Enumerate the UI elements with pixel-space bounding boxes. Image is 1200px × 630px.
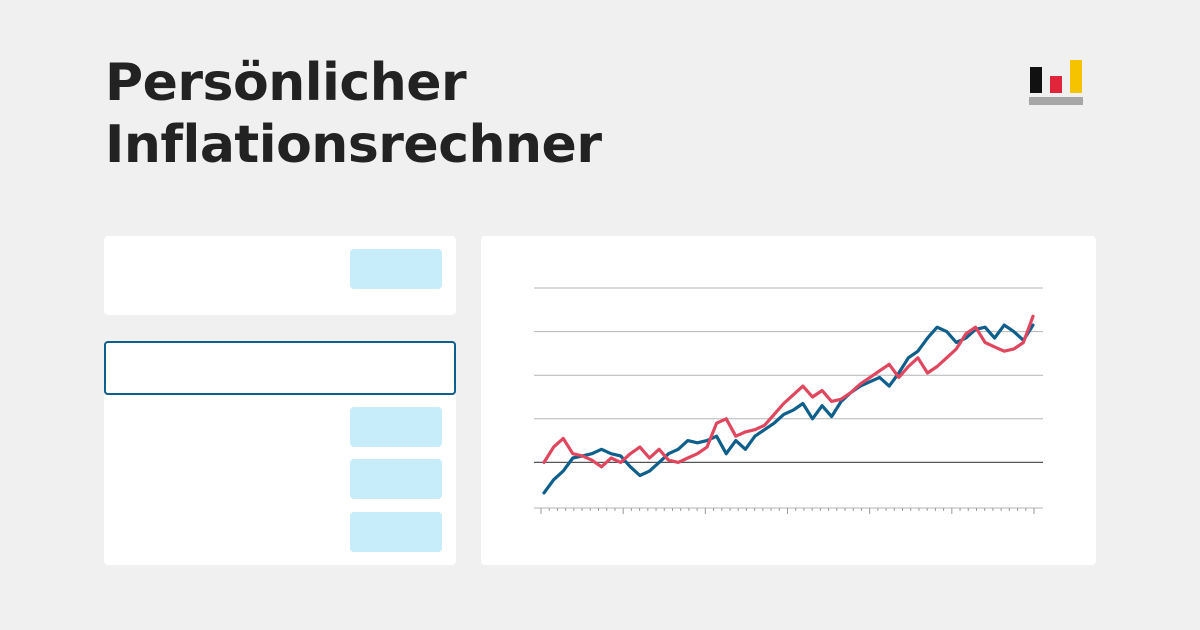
- logo-bar-black: [1030, 67, 1042, 93]
- logo-bar-red: [1050, 76, 1062, 93]
- option-button-3[interactable]: [350, 459, 442, 499]
- chart-card: [481, 236, 1096, 565]
- bar-chart-logo-icon: [1029, 59, 1083, 105]
- inflation-line-chart: [534, 287, 1043, 514]
- input-card-top: [104, 236, 456, 315]
- series-line-blue: [542, 323, 1035, 495]
- series-line-red: [542, 314, 1035, 469]
- option-button-4[interactable]: [350, 512, 442, 552]
- option-button-2[interactable]: [350, 407, 442, 447]
- page-title-line-2: Inflationsrechner: [105, 115, 602, 175]
- search-input[interactable]: [104, 341, 456, 395]
- option-button-1[interactable]: [350, 249, 442, 289]
- logo-base: [1029, 97, 1083, 105]
- options-card: [104, 395, 456, 565]
- logo-bar-yellow: [1070, 60, 1082, 93]
- page-title-line-1: Persönlicher: [105, 53, 467, 113]
- page-title: Persönlicher Inflationsrechner: [105, 52, 602, 176]
